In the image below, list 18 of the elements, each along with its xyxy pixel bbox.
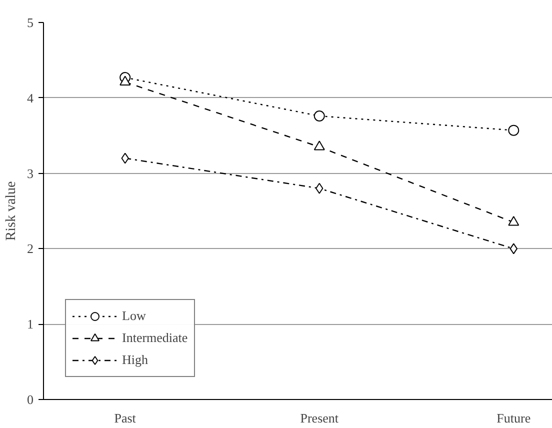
y-axis-title: Risk value — [4, 181, 19, 241]
point — [314, 140, 325, 150]
y-tick-label: 2 — [27, 241, 34, 256]
x-tick-label: Past — [114, 410, 136, 426]
legend-label: High — [122, 352, 148, 368]
legend-label: Intermediate — [122, 330, 188, 346]
y-tick-label: 1 — [27, 316, 34, 332]
legend-label: Low — [122, 308, 146, 324]
point — [508, 216, 520, 226]
y-tick-label: 4 — [27, 90, 34, 106]
y-tick-label: 0 — [27, 392, 34, 407]
point — [314, 110, 325, 122]
point — [120, 76, 131, 86]
x-tick-label: Present — [300, 410, 339, 426]
x-tick-label: Future — [496, 410, 531, 426]
y-tick-label: 3 — [27, 166, 34, 181]
point — [508, 124, 520, 136]
y-tick-label: 5 — [27, 15, 34, 30]
